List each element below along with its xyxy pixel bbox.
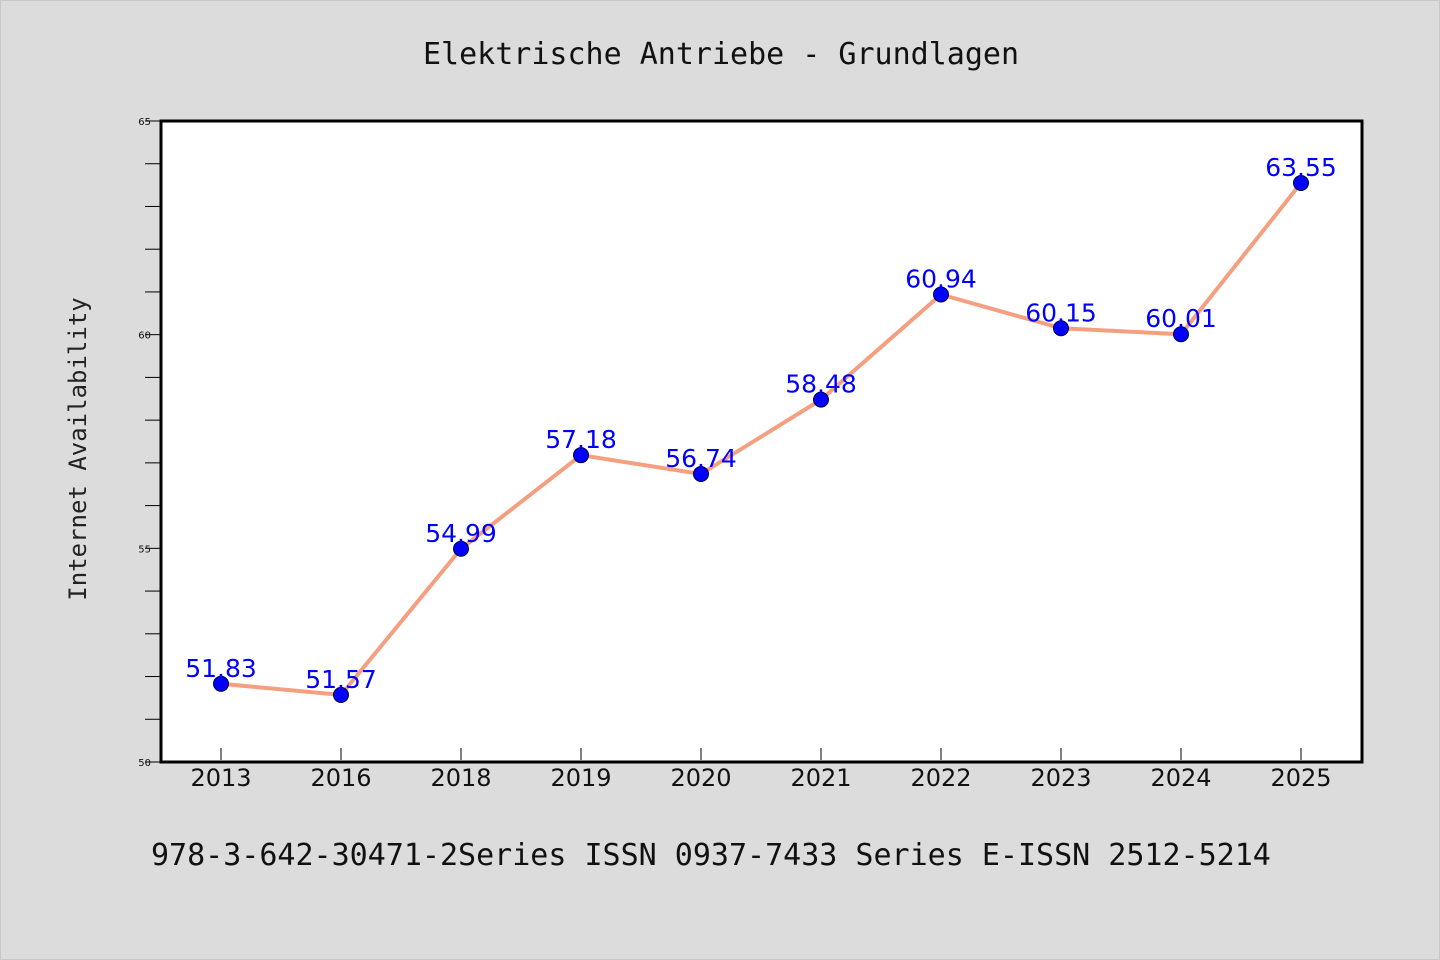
chart-title: Elektrische Antriebe - Grundlagen — [423, 37, 1019, 72]
data-label: 58.48 — [785, 370, 857, 399]
y-tick-label: 60 — [138, 331, 151, 342]
data-point — [333, 686, 349, 703]
data-label: 56.74 — [665, 444, 737, 473]
y-tick-label: 50 — [138, 758, 151, 769]
x-tick-label: 2016 — [310, 764, 371, 792]
y-tick-label: 55 — [138, 544, 151, 555]
data-label: 63.55 — [1265, 153, 1337, 182]
data-label: 54.99 — [425, 519, 497, 548]
data-label: 60.94 — [905, 264, 977, 293]
data-label: 60.01 — [1145, 304, 1217, 333]
x-tick-label: 2023 — [1030, 764, 1091, 792]
data-label: 57.18 — [545, 425, 617, 454]
data-label: 60.15 — [1025, 298, 1097, 327]
y-tick-label: 65 — [138, 117, 151, 128]
data-point — [1053, 320, 1069, 337]
plot-area — [159, 119, 1364, 764]
data-point — [573, 447, 589, 464]
series-layer: 51.83 51.57 54.99 57.18 56.74 58.48 60.94 60.15… — [185, 153, 1337, 703]
x-tick-label: 2018 — [430, 764, 491, 792]
y-axis-label: Internet Availability — [64, 297, 92, 600]
y-axis-ticks: 50 55 60 65 — [138, 117, 160, 769]
x-tick-label: 2020 — [670, 764, 731, 792]
x-tick-label: 2022 — [910, 764, 971, 792]
data-point — [453, 540, 469, 557]
x-tick-label: 2021 — [790, 764, 851, 792]
data-point — [213, 675, 229, 692]
data-label: 51.57 — [305, 665, 377, 694]
series-line — [220, 181, 1303, 697]
x-tick-label: 2024 — [1150, 764, 1211, 792]
data-label: 51.83 — [185, 654, 257, 683]
data-point — [693, 465, 709, 482]
data-point — [813, 391, 829, 408]
footer-isbn-issn: 978-3-642-30471-2Series ISSN 0937-7433 S… — [151, 838, 1271, 873]
x-axis-ticks: 2013 2016 2018 2019 2020 2021 2022 2023 2024 2025 — [190, 748, 1332, 792]
x-tick-label: 2025 — [1270, 764, 1331, 792]
data-point — [933, 286, 949, 303]
x-tick-label: 2019 — [550, 764, 611, 792]
data-point — [1293, 174, 1309, 191]
data-point — [1173, 326, 1189, 343]
x-tick-label: 2013 — [190, 764, 251, 792]
